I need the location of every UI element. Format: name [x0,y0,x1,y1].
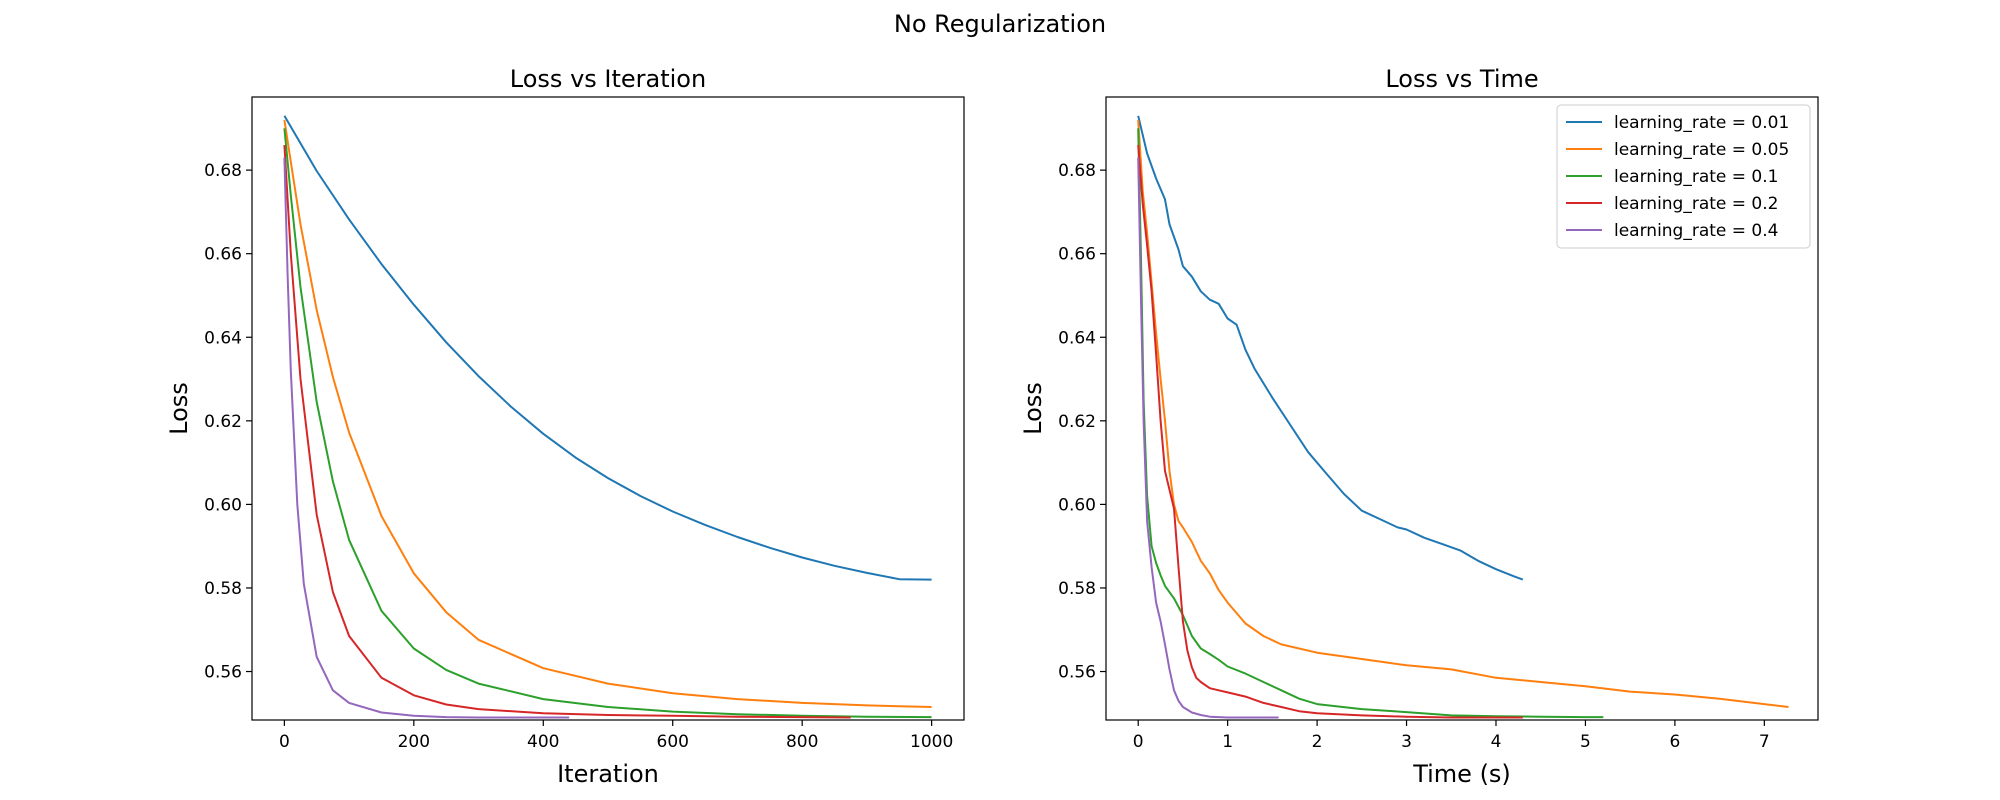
y-tick-label: 0.58 [204,579,242,599]
y-tick-label: 0.56 [1058,663,1096,683]
x-tick-label: 0 [1133,732,1144,752]
series-line-lr-0.01 [1137,115,1524,581]
x-tick-label: 4 [1491,732,1502,752]
x-tick-label: 200 [398,732,430,752]
x-tick-label: 1 [1222,732,1233,752]
series-line-lr-0.01 [283,115,932,581]
y-axis-label: Loss [165,382,193,435]
x-tick-label: 7 [1759,732,1770,752]
series-line-lr-0.4 [1137,157,1279,719]
x-tick-label: 1000 [910,732,953,752]
y-tick-label: 0.56 [204,663,242,683]
x-tick-label: 2 [1312,732,1323,752]
figure-title: No Regularization [893,10,1107,38]
x-tick-label: 400 [527,732,559,752]
legend-box [1556,104,1811,249]
legend-label: learning_rate = 0.05 [1614,140,1789,160]
series-group [1137,115,1789,719]
x-tick-label: 6 [1669,732,1680,752]
y-tick-label: 0.66 [204,245,242,265]
series-line-lr-0.1 [1137,128,1604,719]
series-line-lr-0.1 [283,128,932,719]
chart-title: Loss vs Time [1385,65,1538,93]
series-line-lr-0.05 [283,119,932,708]
x-tick-label: 3 [1401,732,1412,752]
chart-title: Loss vs Iteration [510,65,706,93]
legend-label: learning_rate = 0.01 [1614,113,1789,133]
y-tick-label: 0.60 [1058,495,1096,515]
panel-loss-vs-time: 0 1 2 3 4 5 6 7 0.56 0.58 0.60 0.62 0.64 0.66 0.68 Loss… [1019,65,1819,788]
legend-label: learning_rate = 0.2 [1614,194,1778,214]
y-tick-label: 0.62 [1058,412,1096,432]
y-tick-label: 0.68 [204,161,242,181]
y-tick-label: 0.64 [204,328,242,348]
series-group [283,115,932,719]
y-axis-label: Loss [1019,382,1047,435]
legend-label: learning_rate = 0.4 [1614,221,1778,241]
y-tick-label: 0.68 [1058,161,1096,181]
legend-label: learning_rate = 0.1 [1614,167,1778,187]
x-axis-label: Time (s) [1412,760,1511,788]
x-axis-label: Iteration [557,760,659,788]
panel-loss-vs-iteration: 0 200 400 600 800 1000 0.56 0.58 0.60 0.62 0.64 0.6… [165,65,965,788]
y-tick-label: 0.66 [1058,245,1096,265]
series-line-lr-0.4 [283,157,570,719]
x-tick-label: 0 [279,732,290,752]
y-tick-label: 0.62 [204,412,242,432]
x-tick-label: 600 [657,732,689,752]
x-tick-label: 800 [786,732,818,752]
y-tick-label: 0.60 [204,495,242,515]
legend: learning_rate = 0.01 learning_rate = 0.05… [1556,104,1811,249]
plot-frame [1105,96,1819,721]
series-line-lr-0.2 [283,145,851,719]
series-line-lr-0.2 [1137,145,1523,719]
plot-frame [251,96,965,721]
y-tick-label: 0.58 [1058,579,1096,599]
series-line-lr-0.05 [1137,119,1789,708]
y-tick-label: 0.64 [1058,328,1096,348]
x-tick-label: 5 [1580,732,1591,752]
